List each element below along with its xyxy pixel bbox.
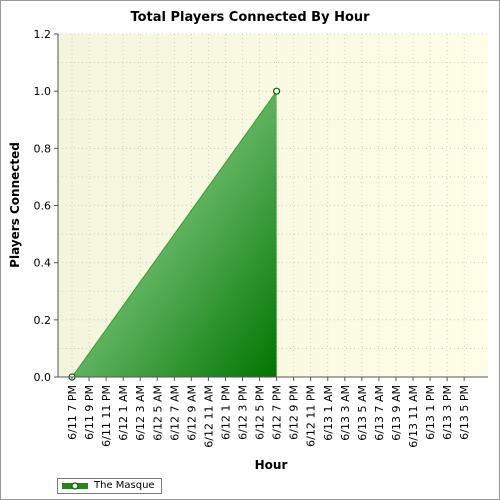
x-tick-label: 6/12 7 PM [271,385,284,440]
y-tick-label: 1.2 [34,28,52,41]
legend-swatch [62,482,88,490]
x-tick-label: 6/13 7 AM [373,385,386,441]
x-tick-label: 6/13 5 PM [458,385,471,440]
x-tick-label: 6/12 3 AM [134,385,147,441]
y-tick-label: 0.2 [34,314,52,327]
x-tick-label: 6/13 9 AM [390,385,403,441]
x-tick-label: 6/12 9 AM [185,385,198,441]
y-tick-label: 0.0 [34,371,52,384]
series-line [71,90,278,378]
x-tick-label: 6/12 9 PM [288,385,301,440]
x-axis-title: Hour [255,458,288,472]
x-tick-label: 6/13 3 AM [339,385,352,441]
y-tick-label: 0.8 [34,142,52,155]
x-tick-label: 6/12 3 PM [237,385,250,440]
x-tick-label: 6/12 1 AM [117,385,130,441]
legend: The Masque [57,478,162,494]
x-tick-label: 6/11 7 PM [66,385,79,440]
x-tick-label: 6/13 1 PM [424,385,437,440]
y-ticks: 0.0 0.2 0.4 0.6 0.8 1.0 1.2 [34,28,58,384]
x-tick-label: 6/13 3 PM [441,385,454,440]
y-axis-title: Players Connected [8,142,22,268]
legend-label: The Masque [94,480,155,491]
y-tick-label: 0.4 [34,257,52,270]
x-tick-label: 6/11 9 PM [83,385,96,440]
x-tick-label: 6/13 1 AM [322,385,335,441]
data-point[interactable] [273,87,281,95]
x-tick-label: 6/13 5 AM [356,385,369,441]
x-tick-label: 6/13 11 AM [407,385,420,448]
x-tick-label: 6/12 1 PM [219,385,232,440]
x-tick-label: 6/11 11 PM [100,385,113,447]
x-tick-label: 6/12 5 AM [151,385,164,441]
x-tick-label: 6/12 11 AM [202,385,215,448]
chart-title: Total Players Connected By Hour [130,10,370,25]
x-ticks: 6/11 7 PM 6/11 9 PM 6/11 11 PM 6/12 1 AM 6/1… [66,377,471,448]
y-tick-label: 1.0 [34,85,52,98]
y-tick-label: 0.6 [34,200,52,213]
x-tick-label: 6/12 5 PM [254,385,267,440]
x-tick-label: 6/12 11 PM [305,385,318,447]
x-tick-label: 6/12 7 AM [168,385,181,441]
